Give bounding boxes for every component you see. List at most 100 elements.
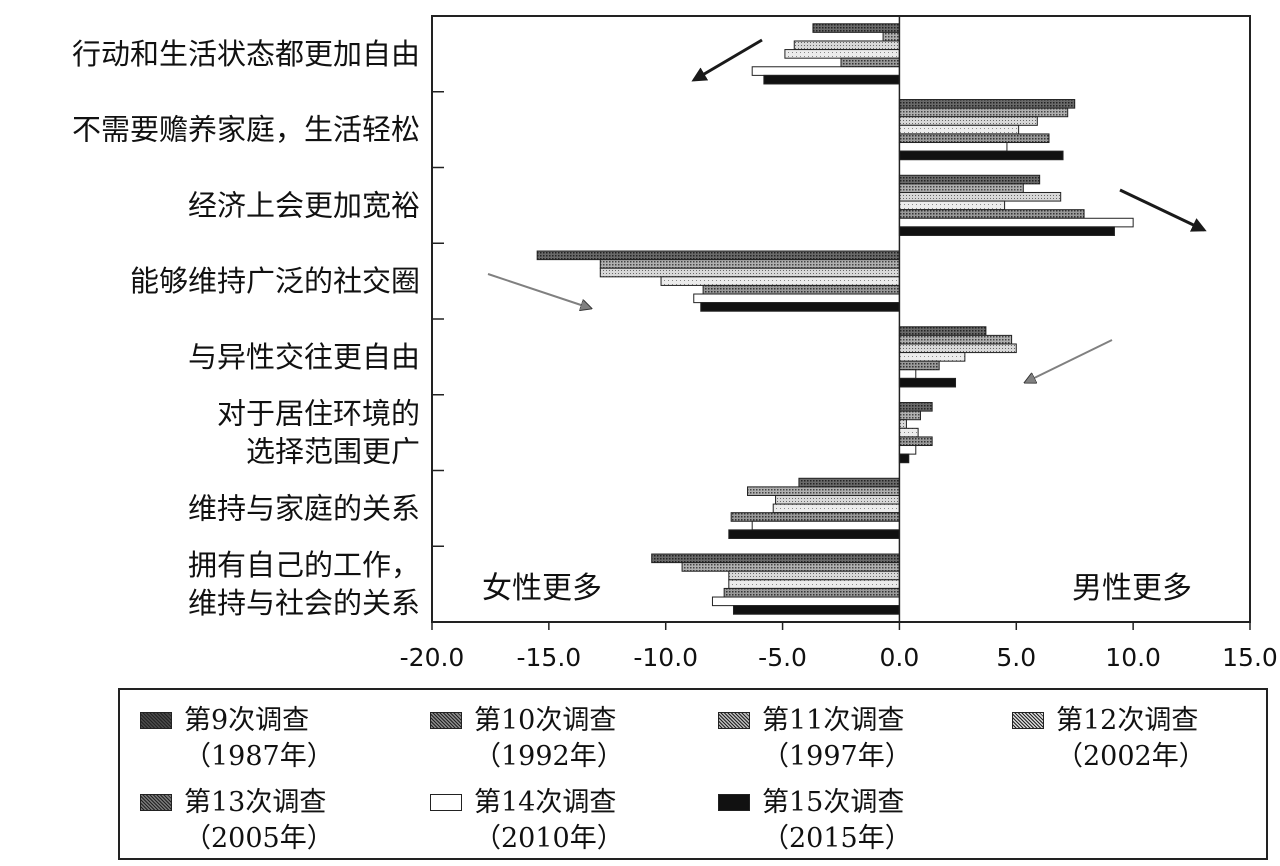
bar [898, 191, 1062, 202]
legend-swatch [1012, 712, 1044, 729]
bar [898, 334, 1013, 345]
bar [898, 217, 1134, 228]
bar [763, 74, 900, 85]
bar [660, 276, 900, 286]
bar [723, 587, 900, 598]
legend-item: 第11次调查 （1997年） [718, 704, 998, 778]
legend-swatch [718, 712, 750, 729]
legend-swatch [140, 794, 172, 811]
legend-label: 第13次调查 [184, 787, 327, 818]
annotation-right: 男性更多 [1072, 571, 1192, 606]
category-label: 拥有自己的工作， [188, 548, 420, 582]
legend-label: 第12次调查 [1056, 705, 1199, 736]
x-tick-label: -20.0 [400, 643, 465, 672]
legend-label: 第9次调查 [184, 705, 310, 736]
bar [700, 302, 900, 312]
bar [728, 579, 900, 589]
category-label: 维持与社会的关系 [188, 586, 420, 620]
bar [898, 360, 940, 371]
bar [898, 410, 921, 421]
bar [898, 107, 1069, 118]
bar [898, 377, 957, 388]
bar [898, 183, 1024, 193]
bar [599, 259, 900, 269]
bar [898, 150, 1064, 161]
legend-item: 第12次调查 （2002年） [1012, 704, 1280, 778]
legend-item: 第14次调查 （2010年） [430, 786, 710, 860]
bar [711, 596, 900, 607]
bar [751, 520, 900, 531]
legend-item: 第10次调查 （1992年） [430, 704, 710, 778]
bar [898, 209, 1085, 219]
legend-item: 第9次调查 （1987年） [140, 704, 420, 778]
trend-arrow [1119, 188, 1207, 232]
bar [693, 293, 900, 304]
x-tick-label: 15.0 [1222, 643, 1278, 672]
bar [898, 343, 1017, 354]
bar [898, 419, 907, 429]
bar [681, 562, 900, 572]
bar [751, 66, 900, 76]
category-label: 维持与家庭的关系 [188, 491, 420, 525]
legend-year: （1997年） [762, 741, 912, 772]
legend-label: 第11次调查 [762, 705, 905, 736]
bar [898, 116, 1038, 126]
bar [898, 453, 910, 464]
legend-swatch [430, 794, 462, 811]
legend-year: （1992年） [474, 741, 624, 772]
bar [898, 133, 1050, 144]
x-tick-label: -15.0 [517, 643, 582, 672]
bar [898, 326, 987, 336]
bar [898, 427, 919, 438]
legend-label: 第15次调查 [762, 787, 905, 818]
legend-item: 第13次调查 （2005年） [140, 786, 420, 860]
chart: 行动和生活状态都更加自由不需要赡养家庭，生活轻松经济上会更加宽裕能够维持广泛的社… [72, 15, 1278, 672]
legend-swatch [430, 712, 462, 729]
legend-year: （1987年） [184, 741, 334, 772]
bar [898, 352, 966, 362]
legend-label: 第14次调查 [474, 787, 617, 818]
bar [898, 226, 1115, 236]
bar [784, 49, 900, 59]
bar [798, 477, 900, 488]
trend-arrow [1026, 339, 1113, 382]
bar [898, 445, 917, 455]
category-label: 不需要赡养家庭，生活轻松 [72, 113, 420, 147]
bar [898, 436, 933, 447]
category-label: 对于居住环境的 [217, 397, 420, 431]
category-label: 选择范围更广 [246, 435, 420, 469]
bar [898, 99, 1076, 109]
legend-year: （2002年） [1056, 741, 1206, 772]
legend-year: （2010年） [474, 823, 624, 854]
x-tick-label: -10.0 [633, 643, 698, 672]
bar [772, 503, 900, 514]
legend-item: 第15次调查 （2015年） [718, 786, 998, 860]
legend-swatch [718, 794, 750, 811]
legend: 第9次调查 （1987年） 第10次调查 （1992年） 第11次调查 （1997年） 第1… [118, 688, 1268, 860]
bar [898, 124, 1020, 135]
bar [882, 31, 900, 42]
bar [775, 494, 900, 505]
legend-year: （2005年） [184, 823, 334, 854]
legend-swatch [140, 712, 172, 729]
bar [728, 570, 900, 581]
bar [728, 529, 900, 539]
bar [793, 40, 900, 51]
bar [898, 369, 917, 379]
annotation-left: 女性更多 [482, 571, 602, 606]
bar [536, 250, 900, 261]
category-label: 行动和生活状态都更加自由 [72, 37, 420, 71]
x-tick-label: -5.0 [758, 643, 807, 672]
legend-label: 第10次调查 [474, 705, 617, 736]
x-tick-label: 10.0 [1105, 643, 1161, 672]
bar [702, 284, 900, 295]
bar [840, 57, 900, 68]
trend-arrows [487, 38, 1207, 382]
category-label: 能够维持广泛的社交圈 [130, 264, 420, 298]
x-tick-label: 5.0 [996, 643, 1036, 672]
bar [898, 402, 933, 412]
bar [730, 512, 900, 522]
bar [732, 605, 900, 615]
bar [812, 23, 900, 33]
bar [898, 174, 1041, 185]
